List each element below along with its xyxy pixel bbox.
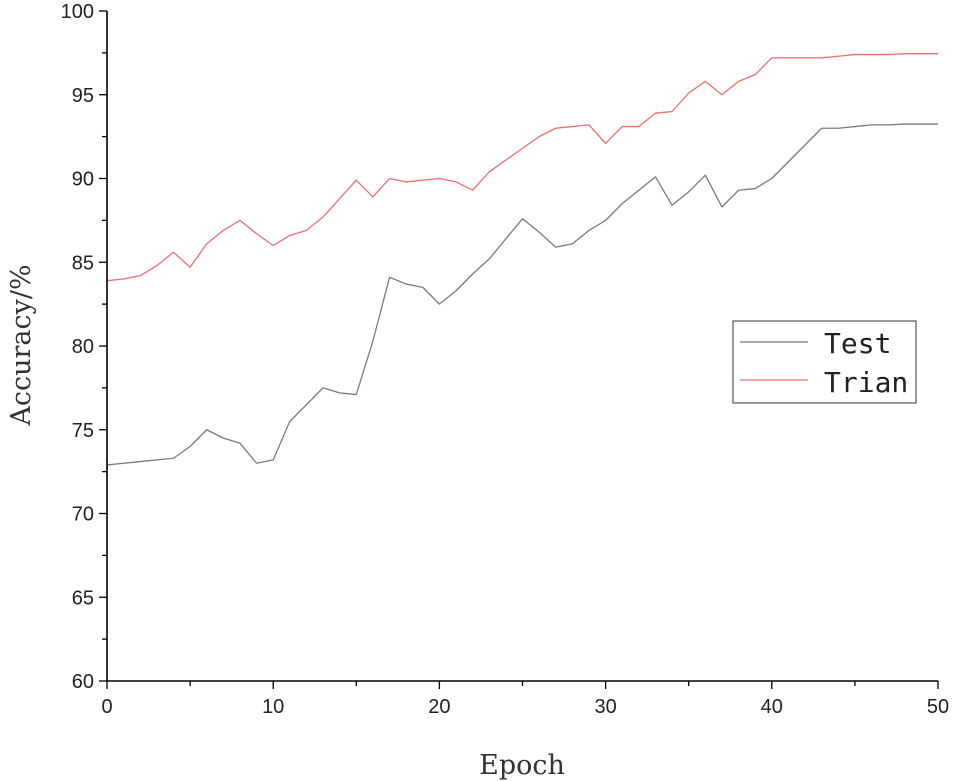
x-tick-label: 20 <box>428 696 450 718</box>
y-tick-label: 65 <box>72 587 94 609</box>
y-tick-label: 85 <box>72 252 94 274</box>
y-tick-label: 70 <box>72 504 94 526</box>
legend: Test Trian <box>732 320 917 404</box>
legend-label-test: Test <box>824 327 891 360</box>
x-tick-label: 0 <box>101 696 112 718</box>
x-tick-label: 50 <box>927 696 949 718</box>
y-tick-label: 100 <box>61 1 94 23</box>
series-layer <box>106 53 938 466</box>
series-line-test <box>106 123 938 466</box>
y-tick-label: 95 <box>72 85 94 107</box>
legend-label-trian: Trian <box>824 366 908 399</box>
y-tick-label: 80 <box>72 336 94 358</box>
y-axis-title: Accuracy/% <box>6 264 37 426</box>
y-tick-label: 90 <box>72 169 94 191</box>
x-tick-label: 40 <box>761 696 783 718</box>
ticks: 0 10 20 30 40 50 60 65 70 75 80 85 90 95 100 <box>61 1 950 718</box>
series-line-trian <box>106 53 938 282</box>
legend-box <box>732 320 917 404</box>
x-tick-label: 10 <box>262 696 284 718</box>
x-axis-title: Epoch <box>479 750 565 781</box>
y-tick-label: 60 <box>72 671 94 693</box>
x-tick-label: 30 <box>594 696 616 718</box>
y-tick-label: 75 <box>72 420 94 442</box>
